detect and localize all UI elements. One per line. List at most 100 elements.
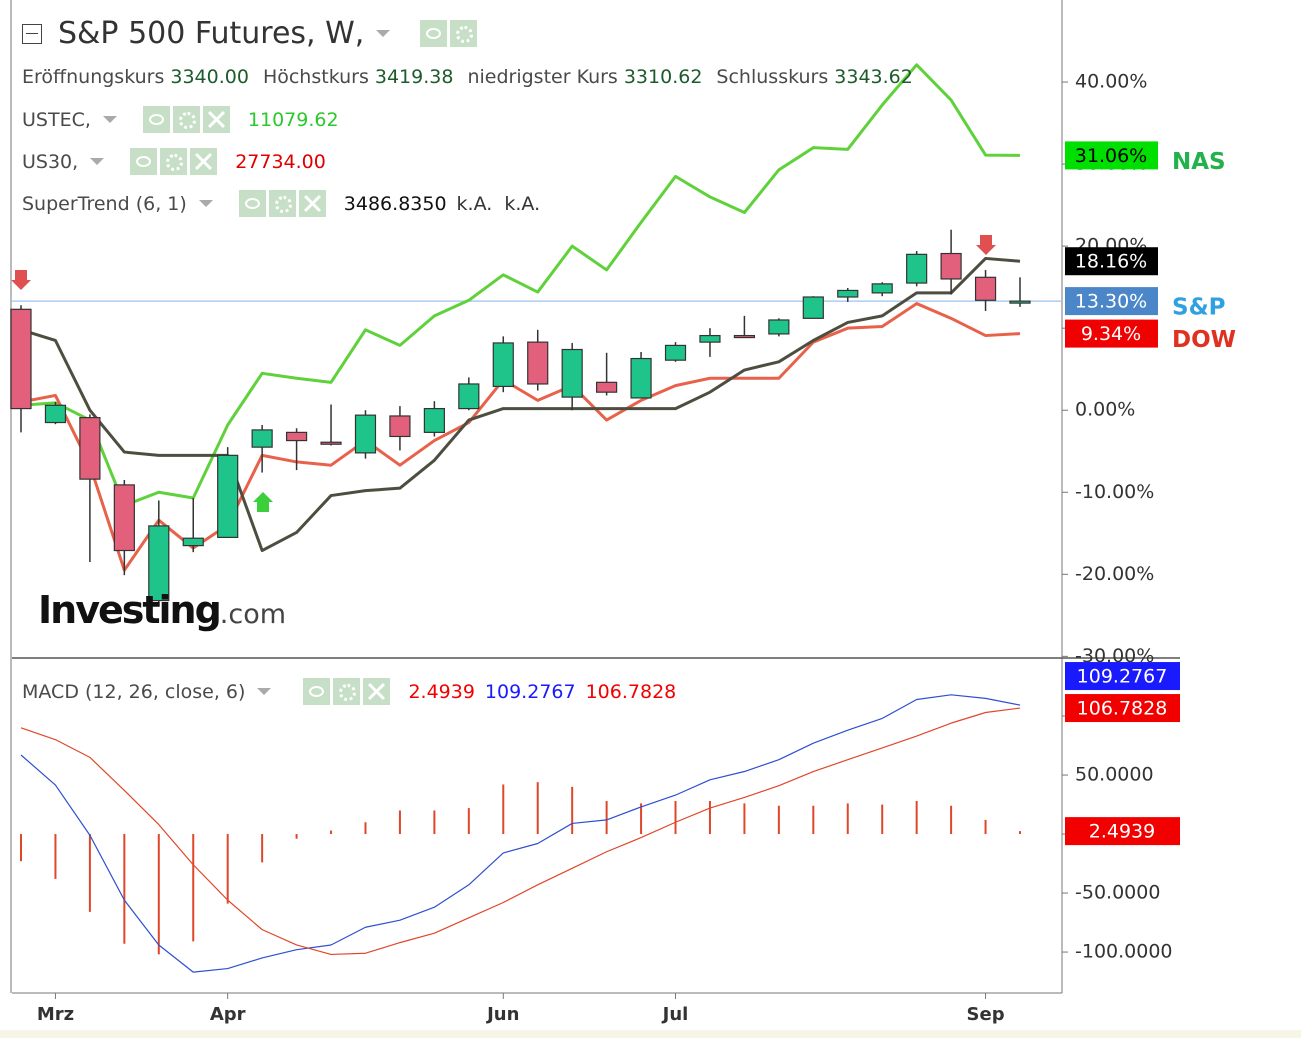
ohlc-row: Eröffnungskurs 3340.00 Höchstkurs 3419.38 ni… <box>22 66 913 88</box>
price-label-box <box>1065 287 1158 316</box>
candle-body <box>251 429 273 448</box>
logo-suffix: .com <box>219 599 287 630</box>
ohlc-value: 3340.00 <box>170 66 249 88</box>
candle-body <box>906 253 928 284</box>
candle-body <box>320 441 342 445</box>
x-icon[interactable] <box>202 106 230 133</box>
series-line <box>20 694 1021 973</box>
menu-caret[interactable] <box>257 688 272 695</box>
menu-caret[interactable] <box>102 116 117 123</box>
icon-group <box>142 106 230 133</box>
y-tick-label: 50.0000 <box>1075 764 1154 786</box>
y-tick-label: 0.00% <box>1075 399 1135 421</box>
candle-body <box>423 407 445 433</box>
indicator-value: 109.2767 <box>484 680 576 703</box>
title-row: S&P 500 Futures, W, <box>22 16 485 51</box>
gear-icon[interactable] <box>160 148 188 175</box>
sell-signal <box>976 235 996 255</box>
candle-body <box>79 417 101 480</box>
candle-body <box>837 289 859 298</box>
sell-signal <box>11 270 31 290</box>
indicator-value: 2.4939 <box>408 680 475 703</box>
price-label: 2.4939 <box>1089 821 1155 843</box>
x-tick-label: Apr <box>210 1004 246 1025</box>
candle-body <box>217 454 239 538</box>
candle-body <box>354 414 377 454</box>
gear-icon[interactable] <box>333 678 361 705</box>
menu-caret[interactable] <box>376 30 391 37</box>
price-label-box <box>1065 141 1158 170</box>
x-icon[interactable] <box>298 190 326 217</box>
price-label: 31.06% <box>1075 145 1147 167</box>
icon-group <box>130 148 218 175</box>
indicator-row: SuperTrend (6, 1) 3486.8350 k.A. k.A. <box>22 190 540 217</box>
eye-icon[interactable] <box>238 190 266 217</box>
indicator-value: 11079.62 <box>247 108 339 131</box>
series-annotation: S&P <box>1172 295 1225 321</box>
candle-body <box>733 334 756 339</box>
candle-body <box>492 342 514 388</box>
price-label: 109.2767 <box>1077 666 1168 688</box>
indicator-row: US30, 27734.00 <box>22 148 326 175</box>
candle-body <box>285 431 308 442</box>
candle-body <box>630 357 652 399</box>
series-annotation: DOW <box>1172 327 1236 353</box>
indicator-value: 106.7828 <box>585 680 677 703</box>
eye-icon[interactable] <box>142 106 170 133</box>
candle-body <box>182 537 204 547</box>
x-icon[interactable] <box>363 678 391 705</box>
candle-body <box>561 348 583 398</box>
x-icon[interactable] <box>190 148 218 175</box>
macd-row: MACD (12, 26, close, 6) 2.4939 109.2767 106… <box>22 678 676 705</box>
icon-group <box>238 190 326 217</box>
candle-body <box>802 296 824 319</box>
y-tick-label: -20.00% <box>1075 563 1154 585</box>
candle-body <box>527 341 549 385</box>
price-label-box <box>1065 319 1158 348</box>
chart-title: S&P 500 Futures, W, <box>58 16 365 51</box>
collapse-toggle[interactable] <box>22 23 42 44</box>
price-label: 9.34% <box>1081 323 1141 345</box>
menu-caret[interactable] <box>90 158 105 165</box>
gear-icon[interactable] <box>450 20 478 47</box>
y-tick-label: -100.0000 <box>1075 941 1173 963</box>
candle-body <box>699 334 721 343</box>
title-icons <box>420 20 478 47</box>
eye-icon[interactable] <box>420 20 448 47</box>
candle-body <box>44 404 67 424</box>
gear-icon[interactable] <box>172 106 200 133</box>
indicator-value: 27734.00 <box>235 150 326 173</box>
candle-body <box>458 383 480 410</box>
gear-icon[interactable] <box>268 190 296 217</box>
ohlc-name: Eröffnungskurs <box>22 66 165 88</box>
menu-caret[interactable] <box>198 200 213 207</box>
candle-body <box>664 344 687 361</box>
price-label: 18.16% <box>1075 251 1147 273</box>
eye-icon[interactable] <box>130 148 158 175</box>
candle-body <box>1009 300 1031 304</box>
candle-body <box>10 308 32 410</box>
x-tick-label: Jul <box>661 1004 689 1025</box>
price-label-box <box>1065 662 1180 691</box>
x-tick-label: Sep <box>967 1004 1005 1025</box>
ohlc-value: 3310.62 <box>623 66 703 88</box>
ohlc-name: niedrigster Kurs <box>467 66 618 88</box>
indicator-status: k.A. k.A. <box>456 192 541 215</box>
candle-body <box>768 319 790 335</box>
eye-icon[interactable] <box>303 678 331 705</box>
bottom-strip <box>0 1030 1301 1038</box>
indicator-value: 3486.8350 <box>343 192 447 215</box>
y-tick-label: 40.00% <box>1075 71 1147 93</box>
y-tick-label: -10.00% <box>1075 481 1154 503</box>
candle-body <box>974 276 997 301</box>
series-line <box>20 256 1021 553</box>
indicator-row: USTEC, 11079.62 <box>22 106 339 133</box>
series-line <box>20 707 1021 956</box>
indicator-name: MACD (12, 26, close, 6) <box>22 680 246 703</box>
ohlc-name: Höchstkurs <box>262 66 369 88</box>
x-tick-label: Mrz <box>37 1004 74 1025</box>
buy-signal <box>253 492 273 512</box>
candle-body <box>596 381 618 393</box>
candle-body <box>113 484 135 552</box>
